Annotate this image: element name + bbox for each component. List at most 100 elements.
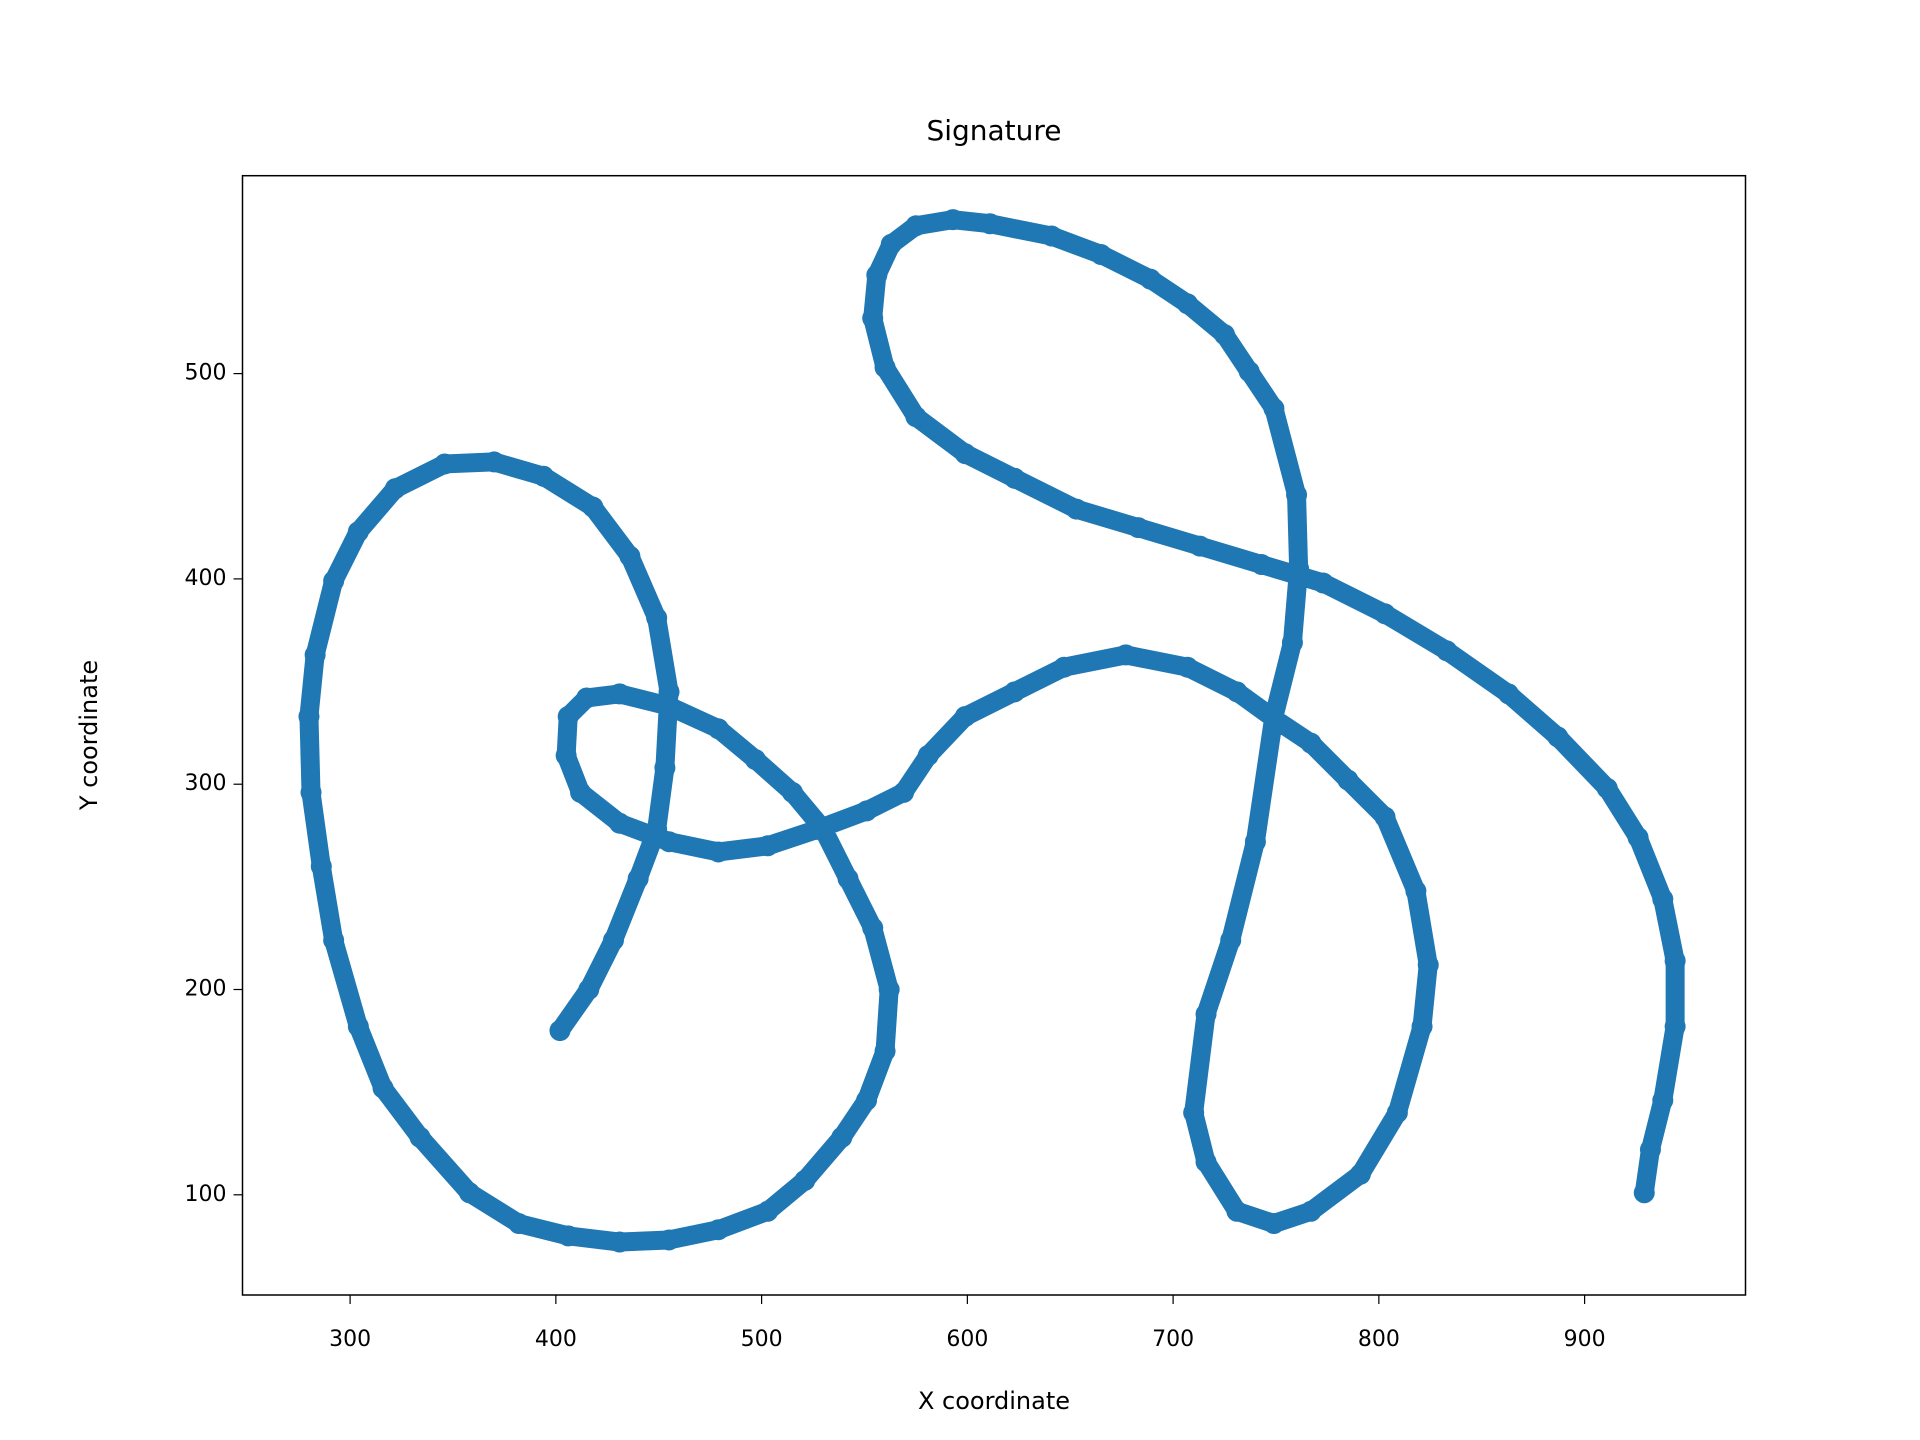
point (1090, 244, 1112, 266)
point (1183, 1102, 1205, 1124)
point (744, 749, 766, 771)
point (1312, 572, 1334, 594)
point (905, 406, 927, 428)
point (893, 781, 915, 803)
point (555, 744, 577, 766)
point (1263, 705, 1285, 727)
x-tick-label: 500 (741, 1327, 783, 1352)
point (707, 718, 729, 740)
point (384, 478, 406, 500)
point (874, 356, 896, 378)
point (1627, 827, 1649, 849)
point (1664, 950, 1686, 972)
point (1497, 683, 1519, 705)
point (1263, 398, 1285, 420)
point (609, 683, 631, 705)
point (1374, 806, 1396, 828)
point (1244, 831, 1266, 853)
point (1177, 656, 1199, 678)
point (1639, 1139, 1661, 1161)
point (1115, 644, 1137, 666)
point (1226, 681, 1248, 703)
point (1386, 1102, 1408, 1124)
point (298, 705, 320, 727)
y-tick-label: 100 (185, 1182, 227, 1207)
point (707, 1219, 729, 1241)
point (619, 545, 641, 567)
point (483, 451, 505, 473)
point (1189, 535, 1211, 557)
point (856, 1089, 878, 1111)
point (1633, 1182, 1655, 1204)
point (1251, 554, 1273, 576)
point (862, 307, 884, 329)
point (781, 781, 803, 803)
point (1195, 1151, 1217, 1173)
point (1411, 1015, 1433, 1037)
point (794, 1169, 816, 1191)
point (1286, 484, 1308, 506)
x-tick-label: 600 (946, 1327, 988, 1352)
y-tick-label: 300 (185, 771, 227, 796)
point (658, 831, 680, 853)
point (609, 812, 631, 834)
point (1349, 1163, 1371, 1185)
point (347, 521, 369, 543)
point (372, 1077, 394, 1099)
point (1065, 498, 1087, 520)
x-tick-label: 900 (1564, 1327, 1606, 1352)
point (1041, 225, 1063, 247)
point (757, 835, 779, 857)
point (533, 465, 555, 487)
point (458, 1182, 480, 1204)
point (508, 1213, 530, 1235)
point (1195, 1003, 1217, 1025)
point (310, 855, 332, 877)
point (954, 443, 976, 465)
point (570, 781, 592, 803)
point (1238, 361, 1260, 383)
point (1436, 640, 1458, 662)
point (323, 929, 345, 951)
point (1053, 656, 1075, 678)
point (707, 841, 729, 863)
point (658, 681, 680, 703)
x-tick-label: 300 (329, 1327, 371, 1352)
point (880, 233, 902, 255)
point (646, 607, 668, 629)
chart-title: Signature (926, 114, 1061, 147)
point (1596, 777, 1618, 799)
y-axis-label: Y coordinate (75, 660, 103, 811)
point (1288, 558, 1310, 580)
point (300, 781, 322, 803)
point (557, 705, 579, 727)
y-tick-label: 200 (185, 977, 227, 1002)
point (874, 1040, 896, 1062)
point (1417, 954, 1439, 976)
point (654, 757, 676, 779)
point (582, 496, 604, 518)
point (658, 1229, 680, 1251)
point (1337, 769, 1359, 791)
point (905, 215, 927, 237)
point (1547, 726, 1569, 748)
point (831, 1126, 853, 1148)
point (549, 1020, 571, 1042)
point (658, 695, 680, 717)
point (1004, 467, 1026, 489)
point (1004, 681, 1026, 703)
y-tick-label: 400 (185, 566, 227, 591)
point (323, 570, 345, 592)
x-tick-label: 800 (1358, 1327, 1400, 1352)
point (576, 687, 598, 709)
point (1139, 268, 1161, 290)
x-tick-label: 700 (1152, 1327, 1194, 1352)
point (557, 1225, 579, 1247)
point (1652, 888, 1674, 910)
point (954, 705, 976, 727)
point (1281, 632, 1303, 654)
point (837, 868, 859, 890)
point (409, 1126, 431, 1148)
